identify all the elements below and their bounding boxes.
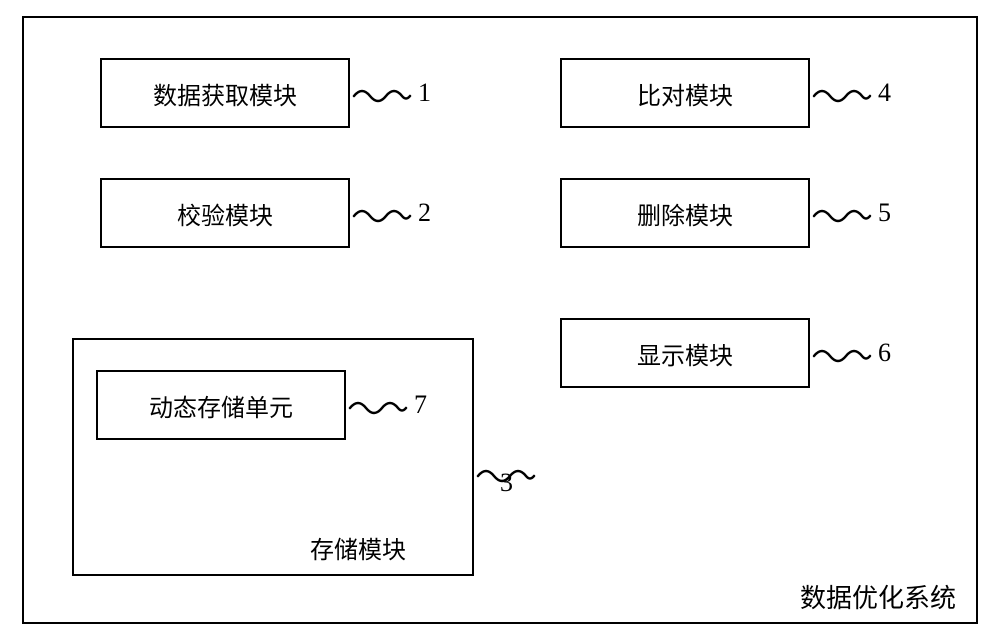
module-7-number: 7 (414, 390, 427, 420)
module-6-box: 显示模块 (560, 318, 810, 388)
module-5-label: 删除模块 (637, 196, 733, 231)
module-1-box: 数据获取模块 (100, 58, 350, 128)
connector-squiggle (812, 82, 872, 108)
module-5-box: 删除模块 (560, 178, 810, 248)
system-label: 数据优化系统 (800, 578, 956, 615)
module-4-label: 比对模块 (637, 76, 733, 111)
connector-squiggle (352, 82, 412, 108)
module-7-label: 动态存储单元 (149, 388, 293, 423)
module-5-number: 5 (878, 198, 891, 228)
module-1-label: 数据获取模块 (153, 76, 297, 111)
module-7-box: 动态存储单元 (96, 370, 346, 440)
module-1-number: 1 (418, 78, 431, 108)
module-2-label: 校验模块 (177, 196, 273, 231)
module-3-number: 3 (500, 468, 513, 498)
connector-squiggle (812, 202, 872, 228)
module-4-box: 比对模块 (560, 58, 810, 128)
connector-squiggle (352, 202, 412, 228)
module-4-number: 4 (878, 78, 891, 108)
module-6-number: 6 (878, 338, 891, 368)
module-2-box: 校验模块 (100, 178, 350, 248)
module-6-label: 显示模块 (637, 336, 733, 371)
connector-squiggle (348, 394, 408, 420)
connector-squiggle (812, 342, 872, 368)
storage-module-label: 存储模块 (310, 530, 406, 565)
module-2-number: 2 (418, 198, 431, 228)
